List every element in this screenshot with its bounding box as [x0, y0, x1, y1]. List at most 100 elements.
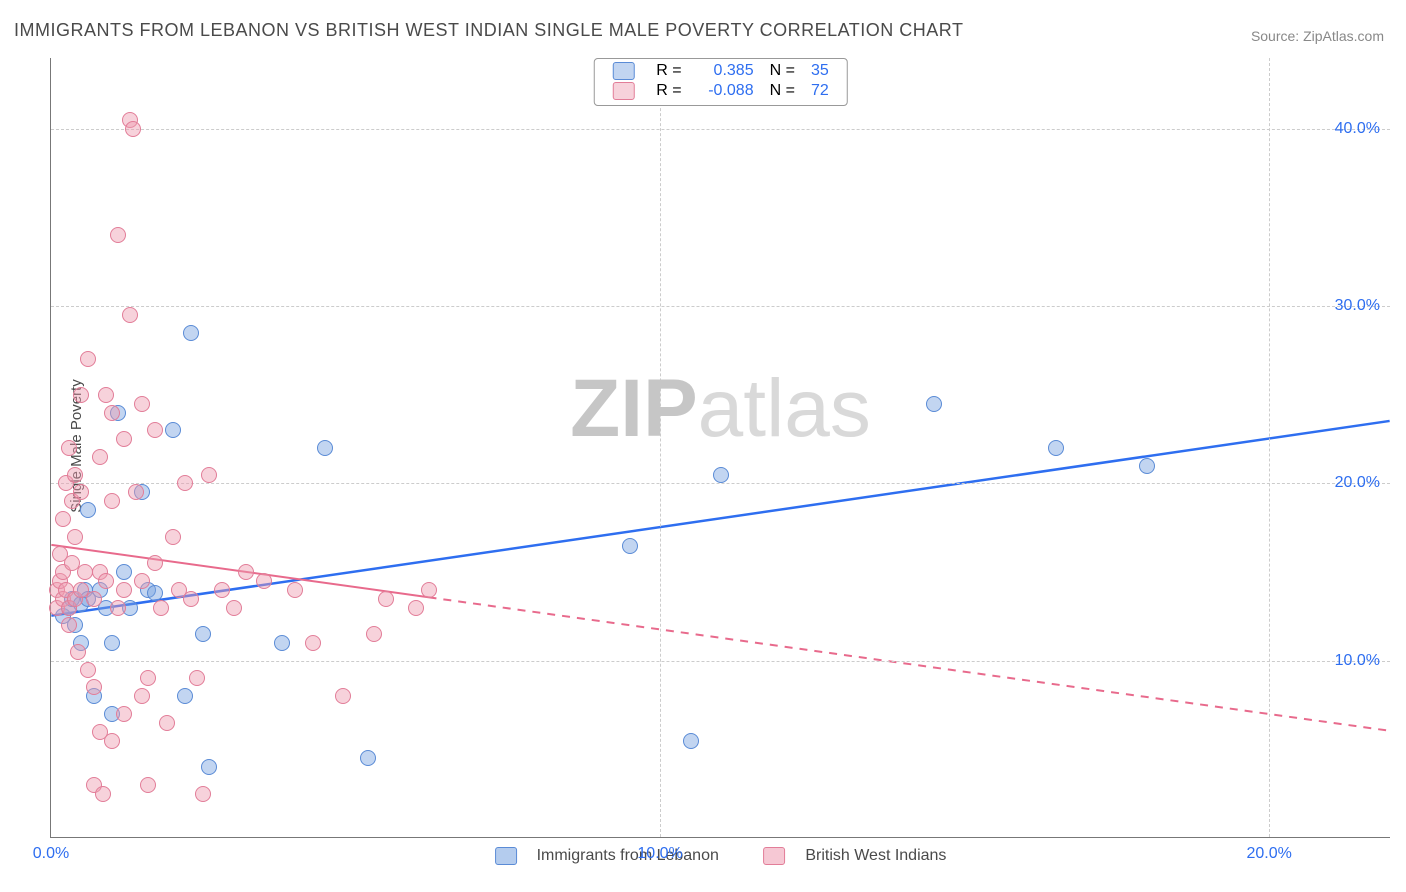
- data-point-series-1: [159, 715, 175, 731]
- data-point-series-1: [189, 670, 205, 686]
- y-tick-label: 40.0%: [1335, 120, 1380, 138]
- legend-bottom-item-0: Immigrants from Lebanon: [485, 847, 729, 864]
- data-point-series-1: [195, 786, 211, 802]
- data-point-series-1: [104, 493, 120, 509]
- data-point-series-1: [408, 600, 424, 616]
- x-tick-label: 10.0%: [637, 845, 682, 863]
- data-point-series-1: [80, 351, 96, 367]
- data-point-series-1: [183, 591, 199, 607]
- data-point-series-1: [305, 635, 321, 651]
- data-point-series-1: [177, 475, 193, 491]
- legend-n-value-0: 35: [803, 61, 837, 81]
- data-point-series-1: [125, 121, 141, 137]
- data-point-series-1: [116, 431, 132, 447]
- data-point-series-1: [86, 679, 102, 695]
- chart-title: IMMIGRANTS FROM LEBANON VS BRITISH WEST …: [14, 20, 963, 41]
- data-point-series-1: [122, 307, 138, 323]
- legend-top-row-0: R = 0.385 N = 35: [604, 61, 836, 81]
- data-point-series-1: [134, 573, 150, 589]
- legend-top-row-1: R = -0.088 N = 72: [604, 81, 836, 101]
- trend-line-series-0: [51, 421, 1389, 616]
- data-point-series-1: [67, 467, 83, 483]
- data-point-series-1: [287, 582, 303, 598]
- plot-area: ZIPatlas R = 0.385 N = 35 R = -0.088 N =…: [50, 58, 1390, 838]
- data-point-series-0: [201, 759, 217, 775]
- data-point-series-1: [116, 582, 132, 598]
- x-gridline: [660, 58, 661, 837]
- data-point-series-0: [104, 635, 120, 651]
- data-point-series-1: [214, 582, 230, 598]
- data-point-series-0: [116, 564, 132, 580]
- x-tick-label: 0.0%: [33, 845, 69, 863]
- y-tick-label: 30.0%: [1335, 297, 1380, 315]
- y-tick-label: 10.0%: [1335, 652, 1380, 670]
- legend-r-label: R =: [648, 81, 689, 101]
- data-point-series-1: [80, 662, 96, 678]
- y-gridline: [51, 483, 1390, 484]
- data-point-series-1: [378, 591, 394, 607]
- source-label: Source: ZipAtlas.com: [1251, 28, 1384, 44]
- series-legend: Immigrants from Lebanon British West Ind…: [475, 847, 967, 865]
- data-point-series-0: [195, 626, 211, 642]
- data-point-series-1: [201, 467, 217, 483]
- trend-line-series-1-dashed: [429, 597, 1390, 731]
- data-point-series-1: [61, 440, 77, 456]
- x-gridline: [1269, 58, 1270, 837]
- data-point-series-1: [61, 617, 77, 633]
- data-point-series-1: [77, 564, 93, 580]
- x-tick-label: 20.0%: [1246, 845, 1291, 863]
- data-point-series-1: [95, 786, 111, 802]
- data-point-series-1: [421, 582, 437, 598]
- data-point-series-0: [1139, 458, 1155, 474]
- data-point-series-1: [153, 600, 169, 616]
- data-point-series-0: [926, 396, 942, 412]
- correlation-legend: R = 0.385 N = 35 R = -0.088 N = 72: [593, 58, 847, 106]
- data-point-series-0: [80, 502, 96, 518]
- data-point-series-0: [274, 635, 290, 651]
- data-point-series-1: [134, 688, 150, 704]
- y-gridline: [51, 306, 1390, 307]
- data-point-series-0: [360, 750, 376, 766]
- legend-bottom-item-1: British West Indians: [753, 847, 956, 864]
- y-gridline: [51, 129, 1390, 130]
- data-point-series-1: [147, 422, 163, 438]
- data-point-series-1: [335, 688, 351, 704]
- data-point-series-0: [683, 733, 699, 749]
- data-point-series-0: [622, 538, 638, 554]
- data-point-series-1: [140, 670, 156, 686]
- data-point-series-1: [128, 484, 144, 500]
- data-point-series-1: [98, 387, 114, 403]
- data-point-series-1: [70, 644, 86, 660]
- data-point-series-1: [92, 449, 108, 465]
- y-gridline: [51, 661, 1390, 662]
- legend-r-label: R =: [648, 61, 689, 81]
- data-point-series-1: [140, 777, 156, 793]
- data-point-series-0: [177, 688, 193, 704]
- data-point-series-1: [86, 591, 102, 607]
- data-point-series-1: [226, 600, 242, 616]
- data-point-series-1: [98, 573, 114, 589]
- data-point-series-1: [104, 405, 120, 421]
- data-point-series-1: [67, 529, 83, 545]
- data-point-series-1: [366, 626, 382, 642]
- data-point-series-1: [110, 227, 126, 243]
- data-point-series-1: [110, 600, 126, 616]
- legend-n-label: N =: [762, 81, 803, 101]
- trend-lines: [51, 58, 1390, 837]
- legend-n-label: N =: [762, 61, 803, 81]
- data-point-series-1: [73, 484, 89, 500]
- data-point-series-1: [256, 573, 272, 589]
- data-point-series-0: [713, 467, 729, 483]
- legend-r-value-0: 0.385: [690, 61, 762, 81]
- data-point-series-1: [116, 706, 132, 722]
- data-point-series-1: [55, 511, 71, 527]
- legend-r-value-1: -0.088: [690, 81, 762, 101]
- data-point-series-1: [104, 733, 120, 749]
- data-point-series-1: [238, 564, 254, 580]
- data-point-series-1: [165, 529, 181, 545]
- y-tick-label: 20.0%: [1335, 474, 1380, 492]
- data-point-series-0: [183, 325, 199, 341]
- data-point-series-0: [1048, 440, 1064, 456]
- data-point-series-0: [317, 440, 333, 456]
- data-point-series-1: [147, 555, 163, 571]
